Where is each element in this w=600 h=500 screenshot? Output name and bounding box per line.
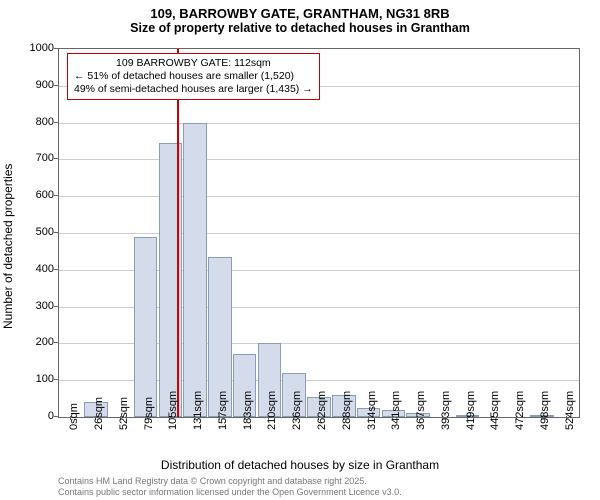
y-tick-mark (54, 269, 58, 270)
gridline (59, 233, 579, 234)
y-tick-mark (54, 306, 58, 307)
annotation-box: 109 BARROWBY GATE: 112sqm← 51% of detach… (67, 53, 320, 100)
attribution-line-1: Contains HM Land Registry data © Crown c… (58, 476, 402, 487)
y-tick-mark (54, 122, 58, 123)
y-axis-label-text: Number of detached properties (1, 164, 15, 329)
histogram-bar (159, 143, 183, 417)
chart-title-main: 109, BARROWBY GATE, GRANTHAM, NG31 8RB (0, 0, 600, 21)
y-tick-mark (54, 416, 58, 417)
y-axis-label: Number of detached properties (1, 164, 15, 329)
chart-title-sub: Size of property relative to detached ho… (0, 21, 600, 39)
y-tick-mark (54, 195, 58, 196)
annotation-line-2: ← 51% of detached houses are smaller (1,… (74, 70, 313, 83)
attribution-line-2: Contains public sector information licen… (58, 487, 402, 498)
y-tick-mark (54, 158, 58, 159)
y-tick-label: 800 (36, 116, 54, 128)
chart-container: 109, BARROWBY GATE, GRANTHAM, NG31 8RB S… (0, 0, 600, 500)
y-tick-label: 100 (36, 373, 54, 385)
y-tick-label: 600 (36, 189, 54, 201)
y-tick-label: 700 (36, 152, 54, 164)
y-tick-mark (54, 85, 58, 86)
marker-line (177, 49, 179, 417)
gridline (59, 159, 579, 160)
annotation-line-3: 49% of semi-detached houses are larger (… (74, 83, 313, 96)
annotation-line-1: 109 BARROWBY GATE: 112sqm (74, 57, 313, 70)
y-tick-label: 900 (36, 79, 54, 91)
y-tick-label: 500 (36, 226, 54, 238)
y-tick-label: 1000 (30, 42, 54, 54)
histogram-bar (183, 123, 207, 417)
x-axis-label: Distribution of detached houses by size … (0, 458, 600, 472)
y-tick-mark (54, 379, 58, 380)
gridline (59, 123, 579, 124)
y-tick-label: 300 (36, 300, 54, 312)
histogram-bar (134, 237, 158, 417)
y-tick-label: 400 (36, 263, 54, 275)
gridline (59, 196, 579, 197)
y-tick-label: 200 (36, 336, 54, 348)
y-tick-mark (54, 48, 58, 49)
y-tick-mark (54, 232, 58, 233)
attribution-block: Contains HM Land Registry data © Crown c… (58, 476, 402, 498)
y-tick-mark (54, 342, 58, 343)
plot-area: 109 BARROWBY GATE: 112sqm← 51% of detach… (58, 48, 580, 418)
